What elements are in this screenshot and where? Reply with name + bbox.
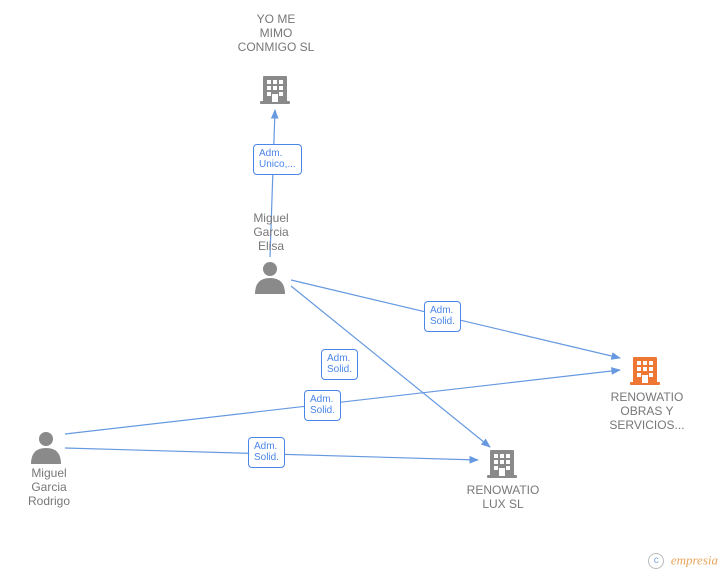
edge-person_elisa-company_obras: [291, 280, 620, 358]
edge-person_rodrigo-company_lux: [65, 448, 478, 460]
person-icon-person_elisa[interactable]: [255, 262, 285, 294]
copyright-icon: c: [648, 553, 664, 569]
edge-person_elisa-company_lux: [291, 286, 490, 447]
footer-attribution: c empresia: [648, 552, 718, 569]
edge-person_elisa-company_yomemimo: [270, 110, 275, 257]
building-icon-company_yomemimo[interactable]: [260, 76, 290, 104]
person-icon-person_rodrigo[interactable]: [31, 432, 61, 464]
diagram-canvas: [0, 0, 728, 575]
building-icon-company_lux[interactable]: [487, 450, 517, 478]
edge-person_rodrigo-company_obras: [65, 370, 620, 434]
brand-name: empresia: [671, 553, 718, 568]
building-icon-company_obras[interactable]: [630, 357, 660, 385]
